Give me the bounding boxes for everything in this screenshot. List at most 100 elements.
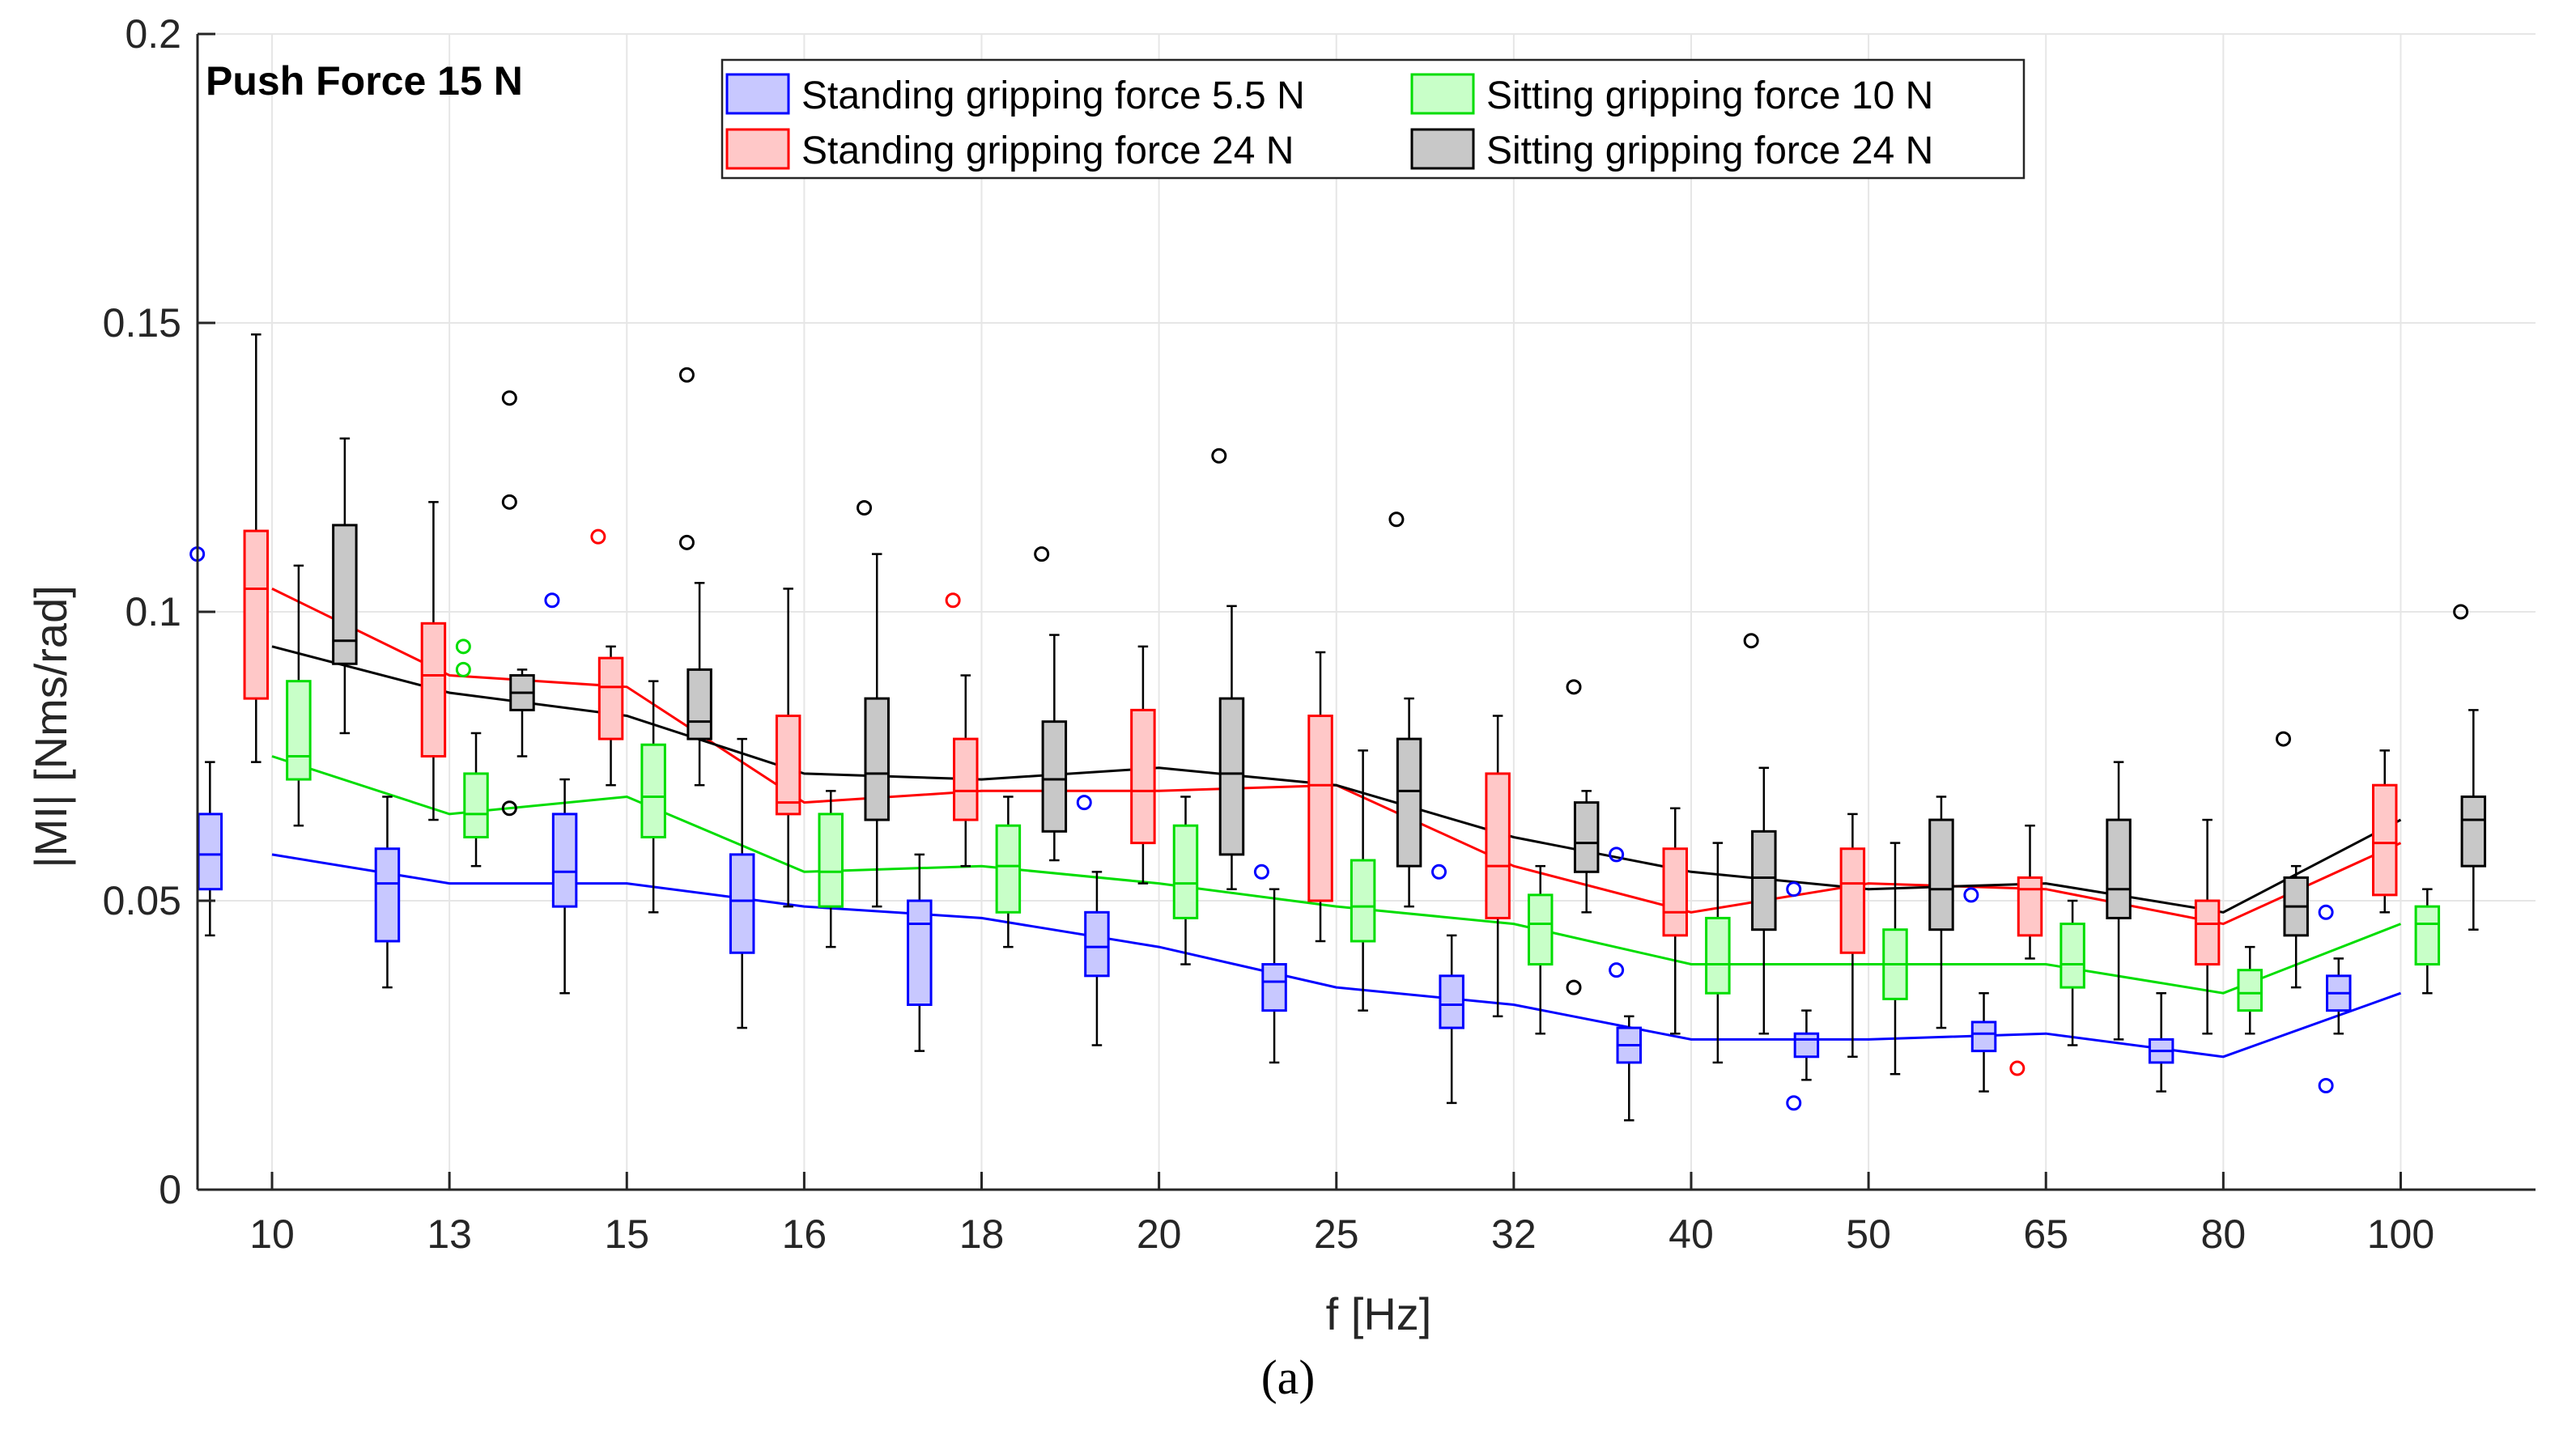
outlier-point: [1609, 847, 1625, 863]
outlier-point: [501, 494, 517, 510]
box-1-10: [2009, 824, 2043, 1076]
box-iqr: [1527, 893, 1554, 966]
legend-label: Sitting gripping force 24 N: [1486, 129, 1933, 172]
box-iqr: [1041, 720, 1068, 833]
x-tick-label: 13: [427, 1211, 472, 1257]
legend-swatch: [1410, 128, 1475, 170]
box-series-1: [243, 333, 2398, 1076]
box-iqr: [1130, 708, 1156, 845]
outlier-point: [945, 592, 961, 609]
box-iqr: [2060, 923, 2085, 989]
box-1-7: [1485, 715, 1511, 1018]
box-0-9: [1786, 881, 1820, 1111]
box-iqr: [907, 899, 933, 1007]
box-iqr: [2237, 969, 2263, 1012]
box-2-5: [1172, 796, 1199, 965]
outlier-point: [678, 534, 695, 550]
box-iqr: [1970, 1021, 1997, 1053]
box-2-7: [1527, 864, 1554, 1035]
box-2-8: [1705, 842, 1731, 1064]
legend-item: Sitting gripping force 10 N: [1410, 73, 1933, 117]
box-iqr: [597, 656, 624, 740]
box-iqr: [2460, 795, 2487, 868]
box-3-2: [678, 367, 712, 787]
box-0-4: [907, 853, 933, 1052]
box-0-3: [729, 737, 755, 1029]
box-0-10: [1963, 887, 1997, 1093]
median-trend-lines: [271, 588, 2402, 1059]
outlier-point: [501, 800, 517, 817]
outlier-point: [1786, 881, 1802, 897]
x-axis-label: f [Hz]: [1326, 1288, 1432, 1339]
x-tick-label: 16: [782, 1211, 827, 1257]
box-3-7: [1566, 679, 1600, 995]
box-iqr: [1307, 715, 1333, 902]
box-0-0: [189, 546, 223, 937]
x-tick-label: 65: [2023, 1211, 2068, 1257]
box-3-6: [1388, 511, 1422, 908]
figure-caption: (a): [1260, 1351, 1316, 1404]
outlier-point: [1743, 633, 1759, 649]
box-3-3: [857, 499, 890, 908]
median-line-series-2: [271, 755, 2402, 995]
legend-item: Sitting gripping force 24 N: [1410, 128, 1933, 172]
box-iqr: [1573, 801, 1600, 873]
box-iqr: [551, 813, 578, 908]
x-tick-label: 50: [1846, 1211, 1891, 1257]
box-iqr: [463, 772, 489, 838]
y-tick-label: 0.05: [103, 878, 181, 923]
box-3-0: [332, 437, 358, 735]
box-1-1: [420, 501, 447, 821]
box-2-4: [995, 796, 1022, 948]
box-1-9: [1839, 813, 1866, 1059]
box-iqr: [775, 715, 801, 816]
x-tick-label: 40: [1668, 1211, 1714, 1257]
box-1-5: [1130, 645, 1156, 885]
y-tick-label: 0.1: [125, 589, 181, 634]
box-iqr: [995, 824, 1022, 914]
box-0-6: [1253, 864, 1287, 1064]
box-0-2: [544, 592, 578, 995]
outlier-point: [1786, 1095, 1802, 1111]
box-2-0: [286, 564, 312, 827]
y-tick-label: 0.2: [125, 11, 181, 57]
legend-label: Standing gripping force 5.5 N: [801, 74, 1305, 117]
box-iqr: [818, 813, 844, 908]
box-iqr: [1350, 859, 1376, 943]
box-iqr: [1751, 830, 1777, 931]
box-1-3: [775, 588, 801, 908]
box-3-10: [2106, 761, 2132, 1041]
box-iqr: [197, 813, 223, 891]
legend-item: Standing gripping force 5.5 N: [725, 73, 1305, 117]
box-3-12: [2453, 604, 2487, 931]
outlier-point: [1211, 448, 1227, 464]
outlier-point: [1609, 962, 1625, 978]
outlier-point: [2318, 1077, 2334, 1093]
x-tick-label: 25: [1314, 1211, 1359, 1257]
box-iqr: [2194, 899, 2221, 966]
outlier-point: [2453, 604, 2469, 620]
box-iqr: [1084, 910, 1110, 978]
box-iqr: [864, 697, 890, 821]
box-0-11: [2148, 991, 2174, 1093]
box-0-7: [1431, 864, 1464, 1105]
outlier-point: [1076, 795, 1092, 811]
box-2-2: [640, 680, 666, 914]
box-iqr: [374, 847, 401, 943]
x-tick-label: 10: [249, 1211, 295, 1257]
box-iqr: [1485, 772, 1511, 919]
outlier-point: [1388, 511, 1405, 528]
box-iqr: [2106, 818, 2132, 919]
box-iqr: [729, 853, 755, 954]
box-iqr: [1439, 974, 1464, 1029]
outlier-point: [590, 528, 606, 545]
box-iqr: [1705, 916, 1731, 995]
box-1-2: [590, 528, 624, 787]
box-1-11: [2194, 818, 2221, 1035]
outlier-point: [501, 390, 517, 406]
box-iqr: [1662, 847, 1689, 937]
annotation-label: Push Force 15 N: [206, 58, 523, 104]
outlier-point: [2009, 1060, 2026, 1076]
box-iqr: [1793, 1032, 1820, 1059]
